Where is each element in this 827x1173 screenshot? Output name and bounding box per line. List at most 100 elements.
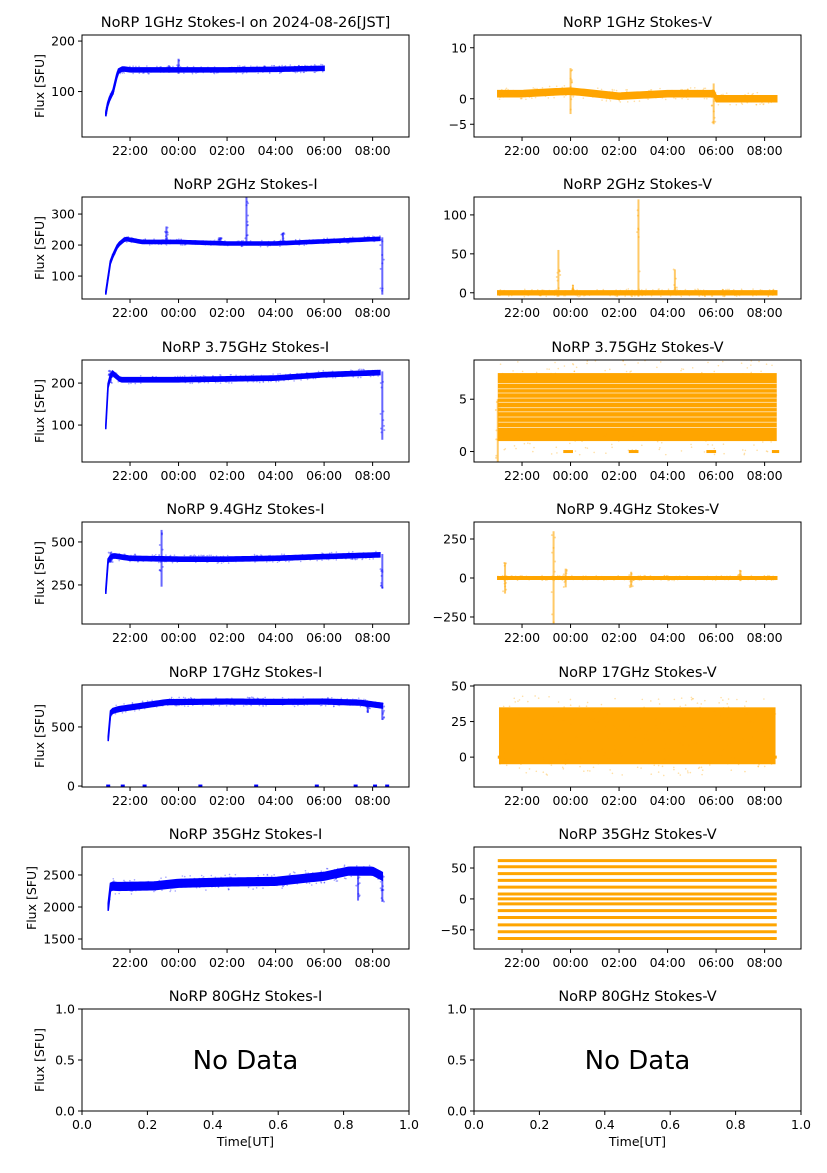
data-point <box>646 709 649 712</box>
data-point <box>544 576 547 579</box>
data-point <box>557 701 560 703</box>
data-point <box>740 753 742 756</box>
data-point <box>720 94 723 96</box>
data-point <box>614 697 616 700</box>
spike-point <box>316 66 319 69</box>
data-point <box>731 291 733 294</box>
data-point <box>169 889 172 891</box>
data-point <box>351 236 354 239</box>
data-point <box>137 703 139 706</box>
data-point <box>154 556 156 559</box>
data-point <box>578 705 581 708</box>
data-point <box>569 432 571 435</box>
data-point <box>148 704 151 707</box>
data-point <box>648 577 650 580</box>
data-point <box>254 561 256 563</box>
data-point <box>656 726 659 729</box>
data-point <box>760 291 762 294</box>
data-point <box>664 750 667 753</box>
data-point <box>543 577 546 580</box>
data-point <box>130 69 133 71</box>
data-point <box>659 434 662 437</box>
data-point <box>151 377 154 379</box>
x-tick-label: 0.2 <box>529 1117 549 1132</box>
data-point <box>507 88 509 91</box>
data-point <box>591 576 594 578</box>
data-point <box>631 289 633 292</box>
data-point <box>240 378 243 381</box>
data-point <box>192 704 194 707</box>
data-point <box>699 92 702 95</box>
data-point <box>190 881 192 884</box>
data-point <box>771 289 774 292</box>
data-point <box>508 576 511 579</box>
spike-point <box>382 875 385 878</box>
data-point <box>123 703 125 705</box>
spike-point <box>713 100 716 103</box>
data-point <box>247 701 250 704</box>
data-point <box>174 881 177 884</box>
data-point <box>207 382 210 384</box>
data-point <box>497 92 500 95</box>
data-point <box>124 708 126 711</box>
data-point <box>312 377 315 380</box>
data-point <box>268 554 270 557</box>
data-point <box>210 244 213 246</box>
data-point <box>282 885 285 888</box>
spike-point <box>218 238 221 241</box>
data-point <box>635 384 637 387</box>
data-point <box>218 560 221 562</box>
data-point <box>772 575 774 577</box>
data-point <box>112 877 115 880</box>
data-point <box>549 747 552 749</box>
spike-point <box>565 568 568 571</box>
data-point <box>689 771 692 774</box>
data-point <box>325 874 328 876</box>
data-point <box>536 731 539 734</box>
x-tick-label: 06:00 <box>698 793 734 808</box>
data-point <box>182 696 185 699</box>
data-point <box>123 236 126 239</box>
data-point <box>189 382 191 385</box>
data-point <box>335 551 338 553</box>
data-point <box>178 696 180 699</box>
data-point <box>301 65 303 67</box>
data-point <box>239 702 241 705</box>
data-point <box>234 699 237 702</box>
data-point <box>690 714 693 717</box>
data-point <box>183 554 186 557</box>
data-point <box>509 289 512 292</box>
data-point <box>668 728 671 730</box>
data-point <box>198 701 200 703</box>
data-point <box>169 71 172 73</box>
data-point <box>763 577 766 579</box>
spike-point <box>169 69 172 72</box>
spike-point <box>246 234 249 237</box>
spike-point <box>316 67 319 70</box>
spike-point <box>109 373 112 376</box>
data-point <box>252 888 254 890</box>
data-point <box>242 703 245 705</box>
data-point <box>242 239 245 242</box>
data-point <box>535 371 538 374</box>
data-point <box>583 709 586 712</box>
data-point <box>371 238 373 241</box>
data-point <box>657 576 659 579</box>
data-point <box>177 242 179 245</box>
data-point <box>325 374 328 377</box>
data-point <box>550 764 553 766</box>
data-point <box>536 749 538 751</box>
data-point <box>283 557 285 559</box>
data-point <box>544 380 547 383</box>
data-point <box>196 699 199 701</box>
data-point <box>290 375 292 378</box>
data-point <box>263 65 265 68</box>
data-point <box>286 374 289 377</box>
data-point <box>510 93 513 95</box>
x-tick-label: 08:00 <box>355 468 391 483</box>
data-point <box>254 69 256 71</box>
data-point <box>285 880 288 882</box>
data-point <box>150 556 152 559</box>
data-point <box>769 737 772 740</box>
data-point <box>214 700 217 702</box>
